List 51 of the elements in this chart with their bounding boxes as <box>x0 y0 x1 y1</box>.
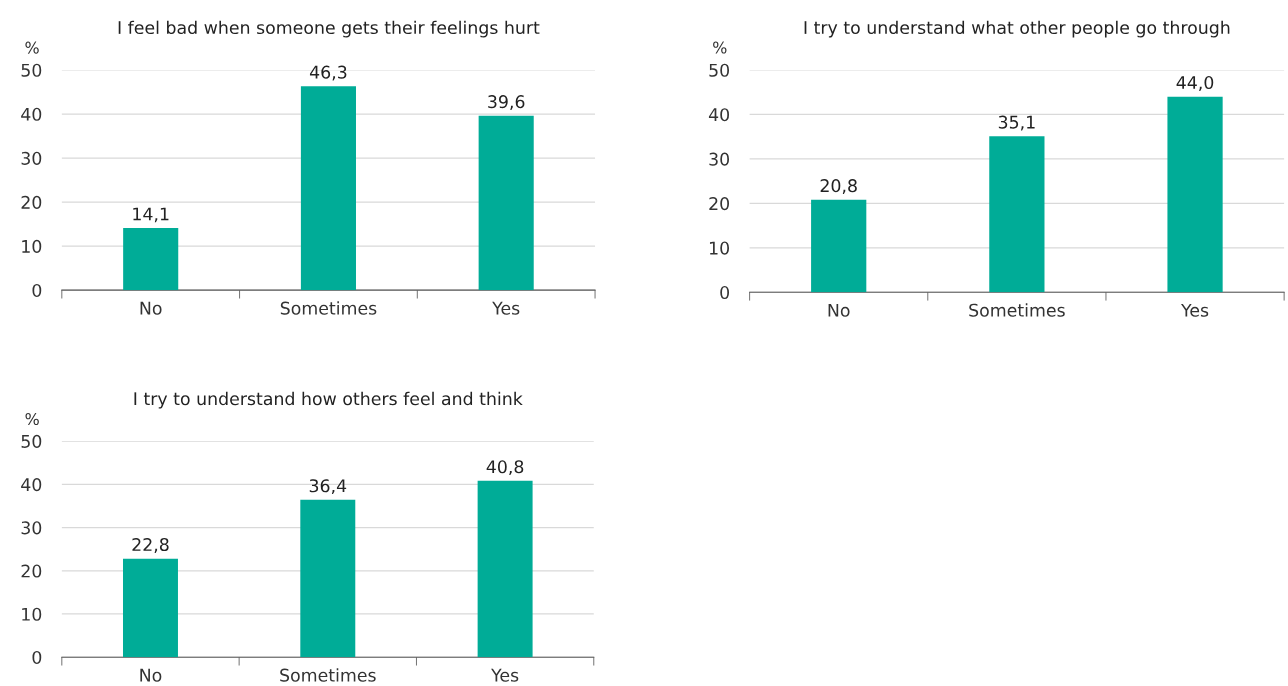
bar <box>300 499 356 658</box>
y-tick-label: 40 <box>708 108 730 122</box>
y-axis-title: % <box>713 41 727 54</box>
bar <box>1167 96 1223 293</box>
bar <box>123 558 178 658</box>
y-tick-label: 10 <box>22 239 42 253</box>
chart-title: I feel bad when someone gets their feelings hurt <box>118 20 540 38</box>
y-tick-label: 50 <box>21 434 42 448</box>
y-tick-label: 10 <box>22 607 42 621</box>
data-label: 40,8 <box>486 460 524 476</box>
data-label: 20,8 <box>820 179 857 195</box>
x-tick-label: Yes <box>492 301 520 315</box>
x-tick-label: No <box>140 301 162 315</box>
bar <box>300 86 356 291</box>
data-label: 44,0 <box>1176 75 1214 91</box>
bar <box>478 115 534 291</box>
x-tick-label: Sometimes <box>280 301 377 315</box>
x-tick-label: Yes <box>491 668 519 682</box>
y-tick-label: 40 <box>21 107 42 121</box>
y-axis-title: % <box>25 41 39 54</box>
x-tick-label: Sometimes <box>969 303 1065 317</box>
y-tick-label: 50 <box>21 63 42 77</box>
y-tick-label: 0 <box>32 650 42 665</box>
chart-title: I try to understand what other people go through <box>804 20 1230 38</box>
chart-title: I try to understand how others feel and think <box>134 391 523 409</box>
y-tick-label: 50 <box>709 63 730 77</box>
y-tick-label: 30 <box>21 521 42 535</box>
y-tick-label: 30 <box>709 152 730 166</box>
y-tick-label: 20 <box>21 564 42 578</box>
bar <box>989 136 1045 293</box>
y-axis-title: % <box>25 412 39 426</box>
bar <box>811 199 867 293</box>
x-tick-label: No <box>140 668 162 682</box>
data-label: 14,1 <box>133 207 169 223</box>
bar <box>123 228 179 291</box>
data-label: 36,4 <box>309 479 347 495</box>
y-tick-label: 20 <box>709 197 730 211</box>
y-tick-label: 40 <box>21 478 42 492</box>
x-tick-label: Sometimes <box>280 668 376 682</box>
data-label: 46,3 <box>309 65 347 81</box>
x-tick-label: No <box>828 303 850 317</box>
y-tick-label: 0 <box>32 283 42 298</box>
y-tick-label: 0 <box>720 285 730 300</box>
data-label: 39,6 <box>488 95 525 111</box>
y-tick-label: 20 <box>21 195 42 209</box>
y-tick-label: 10 <box>709 241 730 255</box>
data-label: 35,1 <box>998 115 1035 131</box>
y-tick-label: 30 <box>21 151 42 165</box>
x-tick-label: Yes <box>1181 303 1209 317</box>
bar <box>477 480 533 658</box>
data-label: 22,8 <box>132 537 169 553</box>
